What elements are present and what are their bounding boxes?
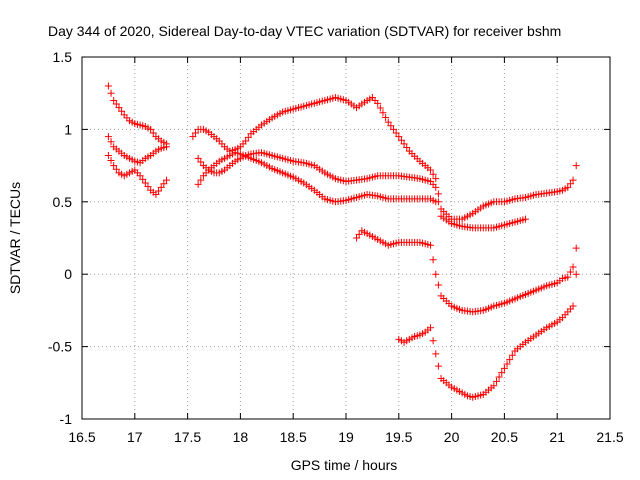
data-marks [104, 82, 580, 401]
series-arc-1 [104, 82, 170, 148]
chart-title: Day 344 of 2020, Sidereal Day-to-day VTE… [48, 23, 561, 39]
series-arc-2 [104, 133, 170, 167]
x-tick-label: 16.5 [68, 429, 95, 445]
y-tick-label: 1 [64, 121, 72, 137]
x-axis-label: GPS time / hours [291, 457, 398, 473]
grid [82, 57, 610, 419]
data-point-markers [353, 227, 580, 316]
y-axis-label: SDTVAR / TECUs [7, 182, 23, 294]
x-tick-label: 17.5 [174, 429, 201, 445]
data-point-markers [395, 270, 580, 401]
y-tick-label: 0 [64, 266, 72, 282]
x-tick-label: 18 [233, 429, 249, 445]
y-tick-label: 0.5 [53, 194, 73, 210]
x-tick-label: 20 [444, 429, 460, 445]
y-tick-label: 1.5 [53, 49, 73, 65]
x-tick-label: 19 [338, 429, 354, 445]
data-point-markers [194, 149, 530, 232]
series-arc-8 [395, 270, 580, 401]
data-point-markers [104, 133, 170, 167]
x-tick-label: 19.5 [385, 429, 412, 445]
data-point-markers [104, 82, 170, 148]
series-arc-3 [104, 151, 170, 199]
x-tick-label: 17 [127, 429, 143, 445]
x-tick-label: 18.5 [280, 429, 307, 445]
series-arc-6 [194, 149, 440, 206]
data-point-markers [104, 151, 170, 199]
y-tick-label: -1 [60, 411, 73, 427]
series-arc-5 [194, 149, 530, 232]
x-tick-label: 21.5 [596, 429, 623, 445]
axis-ticks: 16.5 17 17.5 18 18.5 19 19.5 20 20.5 21 21.5 -1 -0.5… [48, 49, 624, 445]
data-point-markers [194, 149, 440, 206]
series-arc-7 [353, 227, 580, 316]
y-tick-label: -0.5 [48, 339, 72, 355]
x-tick-label: 20.5 [491, 429, 518, 445]
x-tick-label: 21 [549, 429, 565, 445]
